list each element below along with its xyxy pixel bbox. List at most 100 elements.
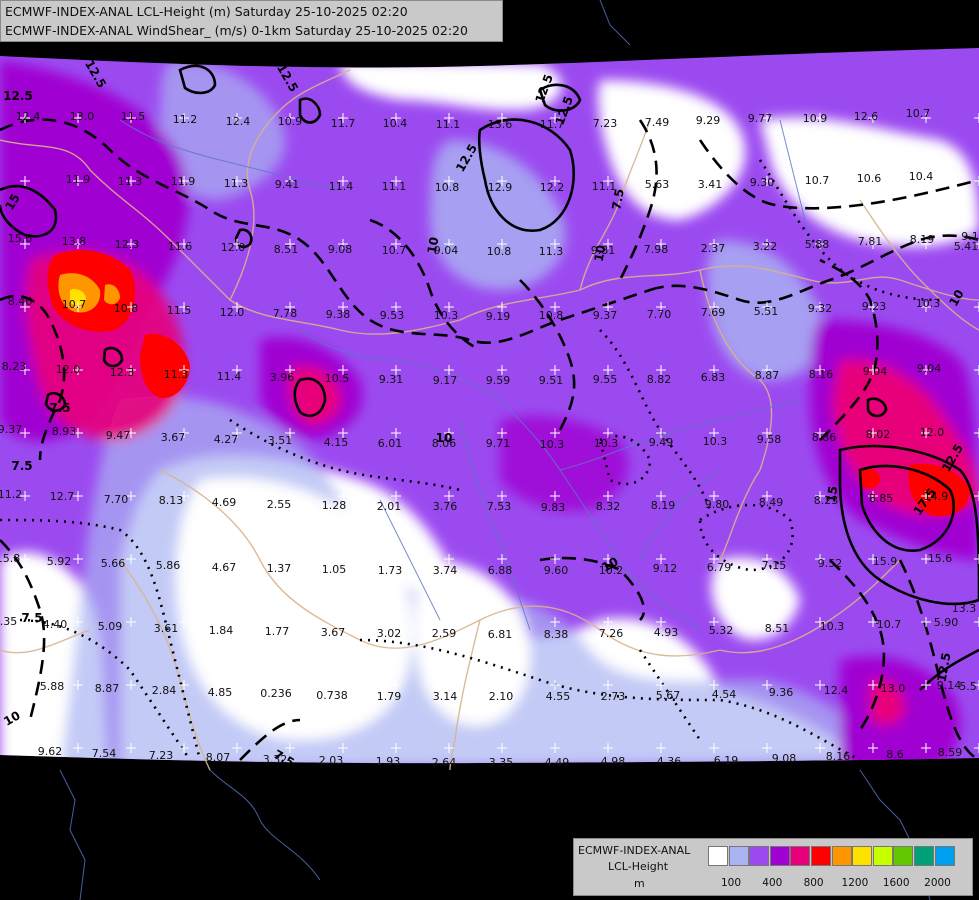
grid-cross: [232, 365, 242, 375]
grid-cross: [762, 680, 772, 690]
grid-cross: [338, 617, 348, 627]
grid-cross: [974, 176, 979, 186]
grid-cross: [497, 365, 507, 375]
grid-cross: [20, 428, 30, 438]
grid-value-label: 11.3: [224, 177, 249, 190]
grid-cross: [603, 428, 613, 438]
grid-value-label: 7.69: [701, 306, 726, 319]
grid-value-label: 11.2: [0, 488, 22, 501]
grid-cross: [338, 365, 348, 375]
grid-cross: [232, 491, 242, 501]
grid-value-label: 11.5: [121, 110, 146, 123]
grid-value-label: 12.3: [115, 238, 140, 251]
grid-cross: [444, 617, 454, 627]
contour-label: 10: [425, 236, 442, 255]
grid-cross: [391, 680, 401, 690]
grid-cross: [815, 680, 825, 690]
grid-cross: [921, 428, 931, 438]
grid-cross: [20, 176, 30, 186]
grid-cross: [762, 491, 772, 501]
grid-cross: [285, 743, 295, 753]
legend-tick-label: 2000: [924, 877, 951, 889]
grid-crosses: [20, 113, 979, 753]
grid-cross: [815, 239, 825, 249]
grid-value-label: 9.41: [275, 178, 300, 191]
grid-value-label: 10.4: [909, 170, 934, 183]
grid-cross: [73, 680, 83, 690]
grid-value-label: 2.01: [377, 500, 402, 513]
grid-cross: [20, 239, 30, 249]
grid-value-label: 7.70: [104, 493, 129, 506]
grid-value-label: 12.3: [110, 366, 135, 379]
grid-cross: [285, 680, 295, 690]
grid-value-label: 9.19: [486, 310, 511, 323]
grid-cross: [285, 176, 295, 186]
value-labels: 12.4 13.0 11.5 11.2 12.4 10.9 11.7 10.4 11.1 13.6…: [0, 107, 979, 769]
grid-value-label: 8.82: [647, 373, 672, 386]
contour-label: 12.5: [935, 652, 954, 684]
grid-value-label: 8.32: [596, 500, 621, 513]
grid-cross: [285, 554, 295, 564]
grid-value-label: 9.12: [653, 562, 678, 575]
grid-value-label: 10.7: [62, 298, 87, 311]
contour-label: 7.5: [49, 401, 70, 415]
grid-value-label: 9.04: [917, 362, 942, 375]
grid-value-label: 9.81: [591, 244, 616, 257]
grid-value-label: 12.4: [824, 684, 849, 697]
grid-value-label: 10.3: [703, 435, 728, 448]
grid-cross: [497, 113, 507, 123]
legend-swatch: [811, 846, 831, 866]
grid-cross: [656, 365, 666, 375]
grid-value-label: 10.8: [114, 302, 139, 315]
grid-cross: [603, 743, 613, 753]
grid-cross: [126, 491, 136, 501]
grid-cross: [179, 302, 189, 312]
grid-value-label: 5.09: [98, 620, 123, 633]
grid-cross: [232, 428, 242, 438]
legend-tick-label: 1600: [882, 877, 910, 889]
grid-cross: [709, 680, 719, 690]
grid-value-label: 6.19: [714, 754, 739, 767]
grid-value-label: 5.51: [754, 305, 779, 318]
grid-value-label: 11.3: [539, 245, 564, 258]
grid-cross: [285, 491, 295, 501]
grid-cross: [868, 617, 878, 627]
grid-value-label: 3.74: [433, 564, 458, 577]
title-box: ECMWF-INDEX-ANAL LCL-Height (m) Saturday…: [0, 0, 503, 42]
grid-value-label: 7.15: [762, 559, 787, 572]
legend-swatch: [831, 846, 852, 866]
grid-value-label: 9.17: [433, 374, 458, 387]
grid-cross: [550, 365, 560, 375]
grid-value-label: 5.92: [47, 555, 72, 568]
grid-cross: [391, 617, 401, 627]
grid-cross: [444, 239, 454, 249]
grid-cross: [73, 302, 83, 312]
grid-cross: [762, 113, 772, 123]
legend-swatch: [852, 846, 873, 866]
grid-value-label: 7.23: [593, 117, 618, 130]
grid-cross: [179, 365, 189, 375]
grid-value-label: 4.27: [214, 433, 239, 446]
grid-cross: [868, 554, 878, 564]
grid-value-label: 9.60: [544, 564, 569, 577]
grid-cross: [338, 176, 348, 186]
grid-value-label: 15.8: [0, 552, 20, 565]
grid-value-label: 12.0: [56, 363, 81, 376]
grid-value-label: 11.5: [167, 304, 192, 317]
grid-cross: [656, 554, 666, 564]
grid-value-label: 11.1: [592, 180, 617, 193]
grid-value-label: 10.7: [877, 618, 902, 631]
grid-value-label: 10.3: [540, 438, 565, 451]
grid-value-label: 5.88: [40, 680, 65, 693]
grid-value-label: 13.8: [62, 235, 87, 248]
grid-cross: [232, 743, 242, 753]
lcl-height-field: [0, 48, 979, 764]
grid-value-label: 3.14: [433, 690, 458, 703]
grid-value-label: 7.23: [149, 749, 174, 762]
grid-value-label: 8.16: [809, 368, 834, 381]
grid-value-label: 12.6: [854, 110, 879, 123]
grid-cross: [974, 302, 979, 312]
grid-value-label: 15.6: [8, 232, 33, 245]
grid-value-label: 9.04: [863, 365, 888, 378]
grid-cross: [126, 302, 136, 312]
